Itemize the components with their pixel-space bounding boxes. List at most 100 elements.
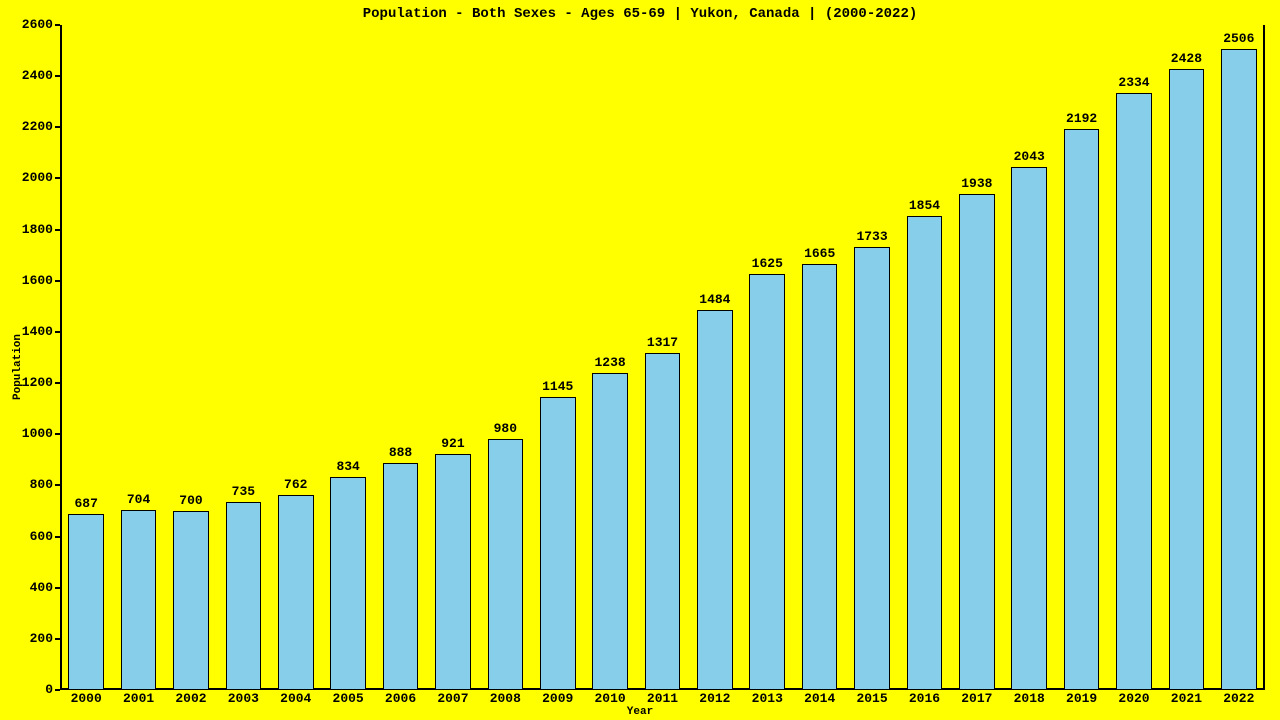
bar-value-label: 2334 xyxy=(1104,75,1164,90)
y-tick-mark xyxy=(55,638,60,640)
bar-value-label: 687 xyxy=(56,496,116,511)
bar xyxy=(1011,167,1047,690)
y-tick-mark xyxy=(55,75,60,77)
y-tick-label: 0 xyxy=(45,682,53,697)
x-axis-label: Year xyxy=(0,706,1280,718)
x-tick-label: 2012 xyxy=(685,691,745,706)
y-tick-mark xyxy=(55,433,60,435)
y-tick-mark xyxy=(55,484,60,486)
x-tick-label: 2020 xyxy=(1104,691,1164,706)
bar-value-label: 2506 xyxy=(1209,31,1269,46)
bar xyxy=(540,397,576,690)
y-tick-label: 600 xyxy=(30,529,53,544)
x-tick-label: 2007 xyxy=(423,691,483,706)
y-tick-mark xyxy=(55,280,60,282)
bar xyxy=(488,439,524,690)
y-tick-label: 2600 xyxy=(22,17,53,32)
x-tick-label: 2005 xyxy=(318,691,378,706)
y-tick-mark xyxy=(55,126,60,128)
y-tick-label: 1600 xyxy=(22,273,53,288)
x-tick-label: 2019 xyxy=(1052,691,1112,706)
bar-value-label: 1665 xyxy=(790,246,850,261)
bar-value-label: 1145 xyxy=(528,379,588,394)
bar-value-label: 1484 xyxy=(685,292,745,307)
bar xyxy=(907,216,943,690)
x-tick-label: 2001 xyxy=(109,691,169,706)
y-tick-mark xyxy=(55,382,60,384)
bar xyxy=(68,514,104,690)
x-tick-label: 2011 xyxy=(633,691,693,706)
bar-value-label: 1238 xyxy=(580,355,640,370)
bar-value-label: 762 xyxy=(266,477,326,492)
bar xyxy=(1116,93,1152,690)
y-tick-label: 1800 xyxy=(22,222,53,237)
bar-value-label: 1733 xyxy=(842,229,902,244)
y-tick-label: 400 xyxy=(30,580,53,595)
y-tick-mark xyxy=(55,587,60,589)
bar-value-label: 2043 xyxy=(999,149,1059,164)
bar-value-label: 2428 xyxy=(1156,51,1216,66)
y-tick-mark xyxy=(55,24,60,26)
y-tick-label: 2200 xyxy=(22,119,53,134)
bar-value-label: 834 xyxy=(318,459,378,474)
y-tick-mark xyxy=(55,331,60,333)
x-tick-label: 2018 xyxy=(999,691,1059,706)
bar-value-label: 888 xyxy=(371,445,431,460)
chart-title: Population - Both Sexes - Ages 65-69 | Y… xyxy=(0,6,1280,22)
bar xyxy=(383,463,419,690)
bar-value-label: 1625 xyxy=(737,256,797,271)
y-tick-label: 2400 xyxy=(22,68,53,83)
y-axis-line-right xyxy=(1263,25,1265,690)
x-tick-label: 2006 xyxy=(371,691,431,706)
x-tick-label: 2008 xyxy=(475,691,535,706)
y-axis-line xyxy=(60,25,62,690)
bar-value-label: 1317 xyxy=(633,335,693,350)
x-tick-label: 2017 xyxy=(947,691,1007,706)
bar-value-label: 1938 xyxy=(947,176,1007,191)
y-tick-label: 2000 xyxy=(22,170,53,185)
bar-value-label: 1854 xyxy=(894,198,954,213)
y-tick-label: 1400 xyxy=(22,324,53,339)
bar-value-label: 704 xyxy=(109,492,169,507)
bar xyxy=(330,477,366,690)
y-tick-mark xyxy=(55,177,60,179)
x-tick-label: 2016 xyxy=(894,691,954,706)
bar-value-label: 980 xyxy=(475,421,535,436)
y-tick-mark xyxy=(55,229,60,231)
bar xyxy=(278,495,314,690)
bar-value-label: 921 xyxy=(423,436,483,451)
bar xyxy=(1221,49,1257,690)
bar xyxy=(592,373,628,690)
y-tick-label: 800 xyxy=(30,477,53,492)
bar xyxy=(173,511,209,690)
bar xyxy=(121,510,157,690)
bar xyxy=(749,274,785,690)
y-tick-mark xyxy=(55,536,60,538)
bar xyxy=(959,194,995,690)
y-axis-label: Population xyxy=(12,334,24,400)
x-tick-label: 2010 xyxy=(580,691,640,706)
bar xyxy=(1064,129,1100,690)
bar xyxy=(1169,69,1205,690)
bar xyxy=(435,454,471,690)
x-tick-label: 2003 xyxy=(213,691,273,706)
bar xyxy=(802,264,838,690)
x-tick-label: 2000 xyxy=(56,691,116,706)
x-tick-label: 2015 xyxy=(842,691,902,706)
y-tick-label: 200 xyxy=(30,631,53,646)
y-tick-label: 1200 xyxy=(22,375,53,390)
bar-value-label: 735 xyxy=(213,484,273,499)
bar-value-label: 2192 xyxy=(1052,111,1112,126)
bar xyxy=(645,353,681,690)
x-tick-label: 2009 xyxy=(528,691,588,706)
x-tick-label: 2002 xyxy=(161,691,221,706)
y-tick-label: 1000 xyxy=(22,426,53,441)
x-tick-label: 2021 xyxy=(1156,691,1216,706)
x-tick-label: 2014 xyxy=(790,691,850,706)
bar xyxy=(226,502,262,690)
bar xyxy=(854,247,890,690)
chart-container: Population - Both Sexes - Ages 65-69 | Y… xyxy=(0,0,1280,720)
x-tick-label: 2004 xyxy=(266,691,326,706)
bar-value-label: 700 xyxy=(161,493,221,508)
x-tick-label: 2013 xyxy=(737,691,797,706)
